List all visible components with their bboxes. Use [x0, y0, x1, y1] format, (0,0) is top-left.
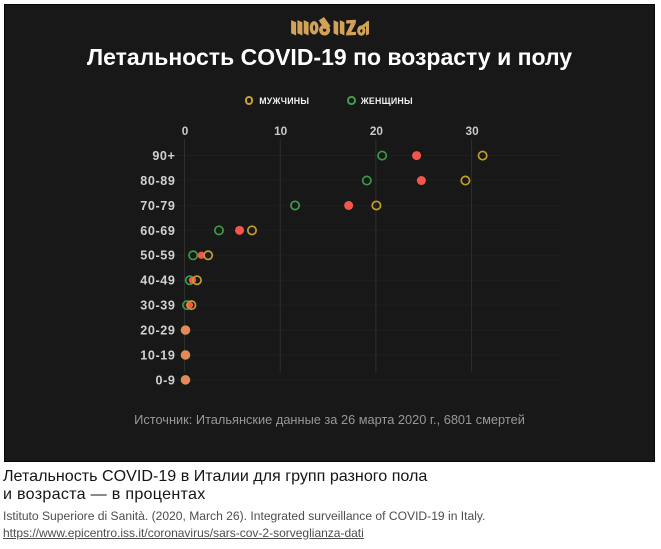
svg-text:10-19: 10-19 [140, 348, 175, 362]
svg-text:40-49: 40-49 [140, 274, 175, 288]
svg-text:30-39: 30-39 [140, 299, 175, 313]
svg-text:90+: 90+ [152, 149, 175, 163]
svg-text:60-69: 60-69 [140, 224, 175, 238]
svg-text:70-79: 70-79 [140, 199, 175, 213]
svg-text:0: 0 [182, 124, 189, 138]
svg-text:10: 10 [274, 124, 288, 138]
svg-text:80-89: 80-89 [140, 174, 175, 188]
svg-text:30: 30 [466, 124, 480, 138]
svg-text:20-29: 20-29 [140, 323, 175, 337]
svg-text:50-59: 50-59 [140, 249, 175, 263]
svg-text:20: 20 [370, 124, 384, 138]
svg-text:0-9: 0-9 [155, 373, 175, 387]
